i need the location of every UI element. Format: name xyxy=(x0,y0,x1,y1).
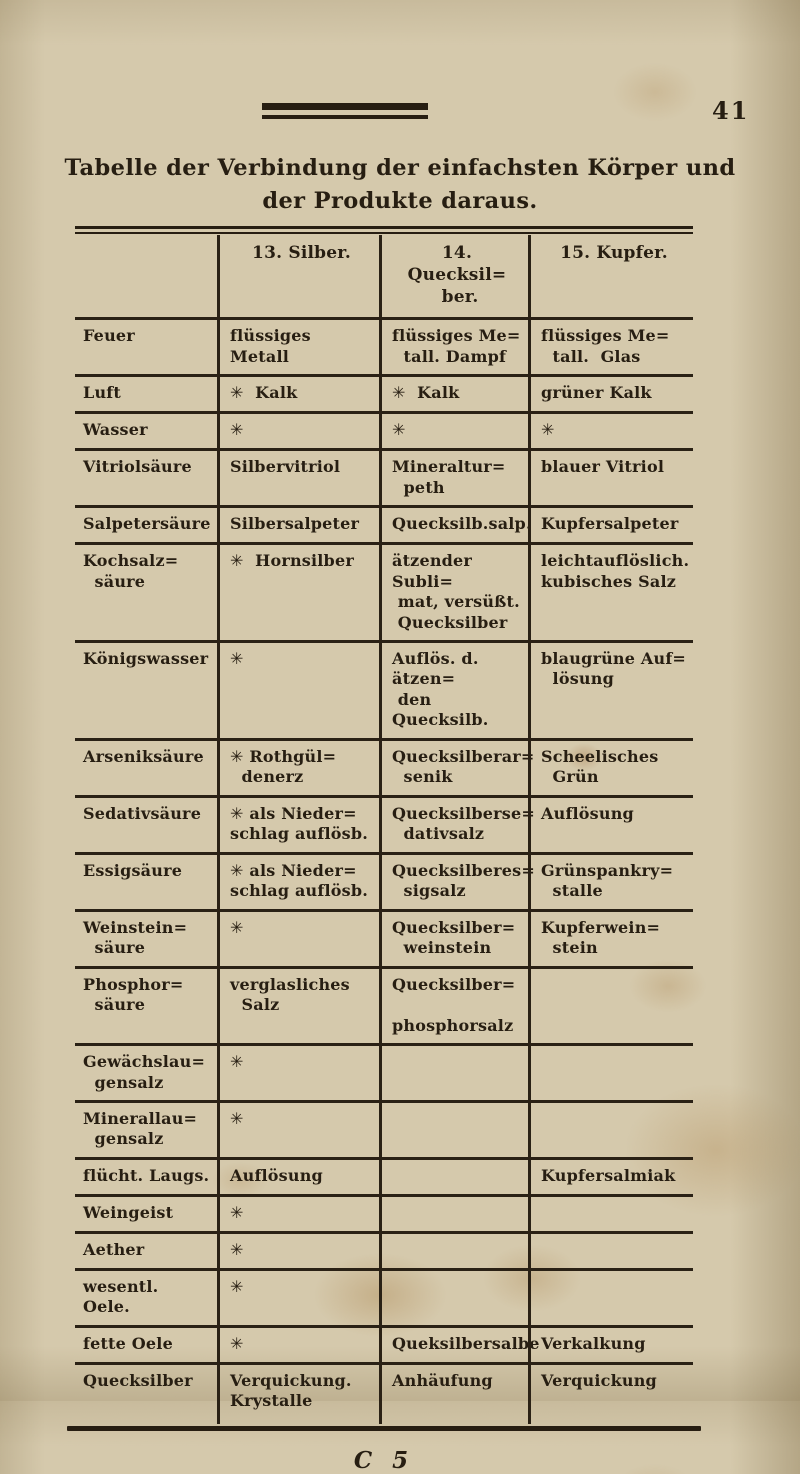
data-cell: ✳ xyxy=(217,1196,379,1234)
data-cell: Kupferwein= stein xyxy=(528,911,693,969)
data-cell: Kupfersalpeter xyxy=(528,508,693,546)
data-cell xyxy=(528,1046,693,1103)
data-cell xyxy=(379,1233,528,1271)
data-cell: blaugrüne Auf= lösung xyxy=(528,643,693,741)
data-cell: Quecksilberse= dativsalz xyxy=(379,797,535,855)
combination-table: 13. Silber. 14. Quecksil= ber. 15. Kupfe… xyxy=(67,226,701,1474)
table-top-rule xyxy=(75,226,693,234)
column-header-blank xyxy=(75,235,217,321)
row-label-cell: Sedativsäure xyxy=(75,798,217,855)
data-cell: ✳ xyxy=(217,1046,379,1103)
row-label-cell: Aether xyxy=(75,1234,217,1271)
data-cell: leichtauflöslich. kubisches Salz xyxy=(528,545,693,643)
row-label-cell: Weinstein= säure xyxy=(75,912,217,969)
row-label-cell: Gewächslau= gensalz xyxy=(75,1046,217,1103)
data-cell: ätzender Subli= mat, versüßt. Quecksilbe… xyxy=(379,545,528,643)
data-cell xyxy=(379,1196,528,1234)
data-cell: ✳ Rothgül= denerz xyxy=(217,740,379,798)
data-cell: Queksilbersalbe xyxy=(379,1327,539,1365)
table-bottom-rule xyxy=(67,1425,701,1431)
data-cell xyxy=(528,1270,693,1328)
row-label-cell: fette Oele xyxy=(75,1328,217,1365)
row-label-cell: Kochsalz= säure xyxy=(75,545,217,643)
data-cell: Verkalkung xyxy=(528,1327,693,1365)
data-cell: ✳ xyxy=(217,1102,379,1160)
data-cell: Quecksilber= weinstein xyxy=(379,911,528,969)
page-title: Tabelle der Verbindung der einfachsten K… xyxy=(0,152,800,217)
data-cell: flüssiges Metall xyxy=(217,320,379,378)
data-cell: Auflösung xyxy=(528,797,693,855)
data-cell: verglasliches Salz xyxy=(217,968,379,1047)
data-cell: Auflösung xyxy=(217,1159,379,1197)
data-cell xyxy=(379,1270,528,1328)
row-label-cell: Phosphor= säure xyxy=(75,969,217,1047)
data-cell: Silbersalpeter xyxy=(217,508,379,546)
row-label-cell: Arseniksäure xyxy=(75,741,217,798)
data-cell: Kupfersalmiak xyxy=(528,1159,693,1197)
data-cell: ✳ xyxy=(217,414,379,452)
table-body: 13. Silber. 14. Quecksil= ber. 15. Kupfe… xyxy=(75,235,693,1424)
data-cell: Silbervitriol xyxy=(217,451,379,509)
data-cell xyxy=(528,1102,693,1160)
page-title-line1: Tabelle der Verbindung der einfachsten K… xyxy=(64,155,736,181)
signature-mark: C 5 xyxy=(353,1446,415,1474)
data-cell: flüssiges Me= tall. Dampf xyxy=(379,320,528,378)
data-cell: ✳ Kalk xyxy=(379,377,528,415)
header-ornament-rule xyxy=(262,103,428,119)
row-label-cell: Minerallau= gensalz xyxy=(75,1103,217,1160)
data-cell: ✳ Kalk xyxy=(217,377,379,415)
data-cell: flüssiges Me= tall. Glas xyxy=(528,320,693,378)
data-cell xyxy=(528,1233,693,1271)
data-cell: Quecksilberes= sigsalz xyxy=(379,854,535,912)
data-cell: ✳ xyxy=(379,414,528,452)
row-label-cell: Quecksilber xyxy=(83,1370,193,1390)
data-cell xyxy=(528,1196,693,1234)
data-cell: ✳ xyxy=(217,1327,379,1365)
data-cell xyxy=(379,1159,528,1197)
column-header-kupfer: 15. Kupfer. xyxy=(528,235,693,321)
data-cell: Grünspankry= stalle xyxy=(528,854,693,912)
row-label-cell: wesentl. Oele. xyxy=(75,1271,217,1328)
column-header-silber: 13. Silber. xyxy=(217,235,379,321)
data-cell: Quecksilb.salp. xyxy=(379,508,532,546)
data-cell: ✳ Hornsilber xyxy=(217,545,379,643)
row-label-cell: Feuer xyxy=(75,320,217,378)
data-cell: Anhäufung xyxy=(379,1364,528,1424)
page-title-line2: der Produkte daraus. xyxy=(262,187,538,214)
data-cell: ✳ xyxy=(217,643,379,741)
data-cell: blauer Vitriol xyxy=(528,451,693,509)
data-cell xyxy=(379,1102,528,1160)
page-number: 41 xyxy=(712,96,750,125)
data-cell: ✳ als Nieder= schlag auflösb. xyxy=(217,797,379,855)
data-cell xyxy=(528,968,693,1047)
data-cell xyxy=(379,1046,528,1103)
row-label-cell: Königswasser xyxy=(75,643,217,741)
data-cell: ✳ xyxy=(217,1233,379,1271)
data-cell: ✳ xyxy=(217,911,379,969)
data-cell: Mineraltur= peth xyxy=(379,451,528,509)
data-cell: Scheelisches Grün xyxy=(528,740,693,798)
data-cell: ✳ xyxy=(528,414,693,452)
column-header-quecksilber: 14. Quecksil= ber. xyxy=(379,235,528,321)
row-label-cell: Vitriolsäure xyxy=(75,451,217,509)
row-label-cell: flücht. Laugs. xyxy=(75,1160,217,1197)
data-cell: grüner Kalk xyxy=(528,377,693,415)
data-cell: Quecksilber= phosphorsalz xyxy=(379,968,528,1047)
data-cell: Verquickung xyxy=(528,1364,693,1424)
row-label-cell: Essigsäure xyxy=(75,855,217,912)
data-cell: Verquickung. Krystalle xyxy=(217,1364,379,1424)
row-label-cell: Salpetersäure xyxy=(75,508,217,546)
data-cell: Auflös. d. ätzen= den Quecksilb. xyxy=(379,643,528,741)
row-label-cell: Luft xyxy=(75,377,217,415)
data-cell: Quecksilberar= senik xyxy=(379,740,534,798)
data-cell: ✳ als Nieder= schlag auflösb. xyxy=(217,854,379,912)
row-label-cell: Wasser xyxy=(75,414,217,452)
row-label-cell: Weingeist xyxy=(75,1197,217,1234)
data-cell: ✳ xyxy=(217,1270,379,1328)
